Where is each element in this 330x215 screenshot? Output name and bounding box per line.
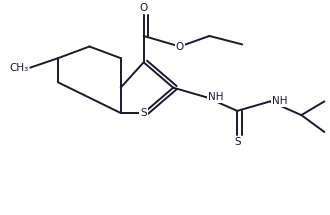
- Text: NH: NH: [208, 92, 223, 102]
- Text: NH: NH: [272, 96, 287, 106]
- Text: O: O: [176, 41, 184, 52]
- Text: S: S: [234, 137, 241, 147]
- Text: CH₃: CH₃: [9, 63, 29, 73]
- Text: S: S: [140, 108, 147, 118]
- Text: O: O: [140, 3, 148, 13]
